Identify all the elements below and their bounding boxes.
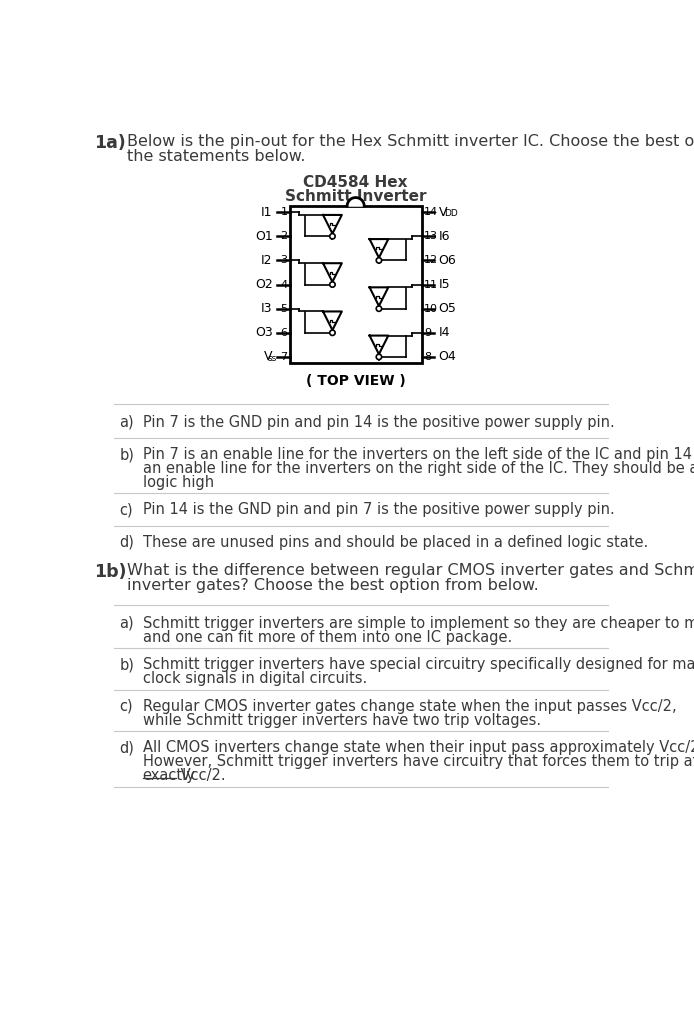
Text: 11: 11 — [424, 280, 438, 290]
Text: while Schmitt trigger inverters have two trip voltages.: while Schmitt trigger inverters have two… — [142, 713, 541, 728]
Text: I4: I4 — [439, 327, 450, 339]
Text: 14: 14 — [424, 207, 438, 217]
Text: However, Schmitt trigger inverters have circuitry that forces them to trip at: However, Schmitt trigger inverters have … — [142, 755, 694, 769]
Circle shape — [330, 282, 335, 287]
Text: I1: I1 — [261, 206, 273, 219]
Text: d): d) — [119, 535, 134, 550]
Text: b): b) — [119, 447, 134, 462]
Text: CD4584 Hex: CD4584 Hex — [303, 175, 408, 190]
Text: Pin 7 is the GND pin and pin 14 is the positive power supply pin.: Pin 7 is the GND pin and pin 14 is the p… — [142, 415, 614, 430]
Text: I5: I5 — [439, 279, 450, 291]
Text: 4: 4 — [280, 280, 287, 290]
Polygon shape — [369, 239, 389, 258]
Text: a): a) — [119, 415, 134, 430]
Circle shape — [330, 233, 335, 239]
Text: b): b) — [119, 657, 134, 673]
Text: O1: O1 — [255, 229, 273, 243]
Text: the statements below.: the statements below. — [127, 150, 305, 164]
Circle shape — [376, 354, 382, 359]
Circle shape — [376, 258, 382, 263]
Text: I6: I6 — [439, 229, 450, 243]
Text: inverter gates? Choose the best option from below.: inverter gates? Choose the best option f… — [127, 578, 539, 593]
Text: Schmitt trigger inverters are simple to implement so they are cheaper to make: Schmitt trigger inverters are simple to … — [142, 615, 694, 631]
Text: 1: 1 — [280, 207, 287, 217]
Text: I2: I2 — [261, 254, 273, 267]
Polygon shape — [323, 263, 342, 282]
Text: O4: O4 — [439, 350, 457, 364]
Polygon shape — [369, 336, 389, 354]
Text: 5: 5 — [280, 304, 287, 313]
Text: Schmitt Inverter: Schmitt Inverter — [285, 189, 426, 204]
Text: 1b): 1b) — [94, 562, 127, 581]
Text: ( TOP VIEW ): ( TOP VIEW ) — [306, 374, 405, 388]
Text: 10: 10 — [424, 304, 438, 313]
Polygon shape — [347, 198, 364, 206]
Text: All CMOS inverters change state when their input pass approximately Vcc/2.: All CMOS inverters change state when the… — [142, 740, 694, 756]
Text: c): c) — [119, 503, 133, 517]
Text: c): c) — [119, 698, 133, 714]
Text: Regular CMOS inverter gates change state when the input passes Vcc/2,: Regular CMOS inverter gates change state… — [142, 698, 676, 714]
Polygon shape — [323, 311, 342, 330]
Text: d): d) — [119, 740, 134, 756]
Text: O3: O3 — [255, 327, 273, 339]
Text: Pin 7 is an enable line for the inverters on the left side of the IC and pin 14 : Pin 7 is an enable line for the inverter… — [142, 447, 694, 462]
Text: Pin 14 is the GND pin and pin 7 is the positive power supply pin.: Pin 14 is the GND pin and pin 7 is the p… — [142, 503, 614, 517]
Text: V: V — [439, 206, 447, 219]
Bar — [290, 206, 421, 364]
Text: 3: 3 — [280, 255, 287, 265]
Text: Below is the pin-out for the Hex Schmitt inverter IC. Choose the best option fro: Below is the pin-out for the Hex Schmitt… — [127, 134, 694, 148]
Text: an enable line for the inverters on the right side of the IC. They should be at: an enable line for the inverters on the … — [142, 461, 694, 476]
Polygon shape — [369, 288, 389, 306]
Text: O6: O6 — [439, 254, 457, 267]
Text: Schmitt trigger inverters have special circuitry specifically designed for makin: Schmitt trigger inverters have special c… — [142, 657, 694, 673]
Text: 1a): 1a) — [94, 134, 126, 152]
Text: 6: 6 — [280, 328, 287, 338]
Text: What is the difference between regular CMOS inverter gates and Schmitt trigger: What is the difference between regular C… — [127, 562, 694, 578]
Text: 9: 9 — [424, 328, 431, 338]
Polygon shape — [323, 215, 342, 233]
Circle shape — [330, 330, 335, 336]
Text: exactly: exactly — [142, 768, 196, 783]
Text: DD: DD — [443, 209, 457, 218]
Text: O2: O2 — [255, 279, 273, 291]
Text: 12: 12 — [424, 255, 438, 265]
Text: a): a) — [119, 615, 134, 631]
Text: O5: O5 — [439, 302, 457, 315]
Text: 2: 2 — [280, 231, 287, 242]
Text: and one can fit more of them into one IC package.: and one can fit more of them into one IC… — [142, 630, 511, 644]
Text: logic high: logic high — [142, 475, 214, 489]
Text: clock signals in digital circuits.: clock signals in digital circuits. — [142, 671, 367, 686]
Text: 7: 7 — [280, 352, 287, 361]
Text: These are unused pins and should be placed in a defined logic state.: These are unused pins and should be plac… — [142, 535, 648, 550]
Text: V: V — [264, 350, 273, 364]
Circle shape — [376, 306, 382, 311]
Text: Vcc/2.: Vcc/2. — [176, 768, 226, 783]
Text: 13: 13 — [424, 231, 438, 242]
Text: 8: 8 — [424, 352, 431, 361]
Text: I3: I3 — [261, 302, 273, 315]
Text: ss: ss — [267, 353, 277, 362]
